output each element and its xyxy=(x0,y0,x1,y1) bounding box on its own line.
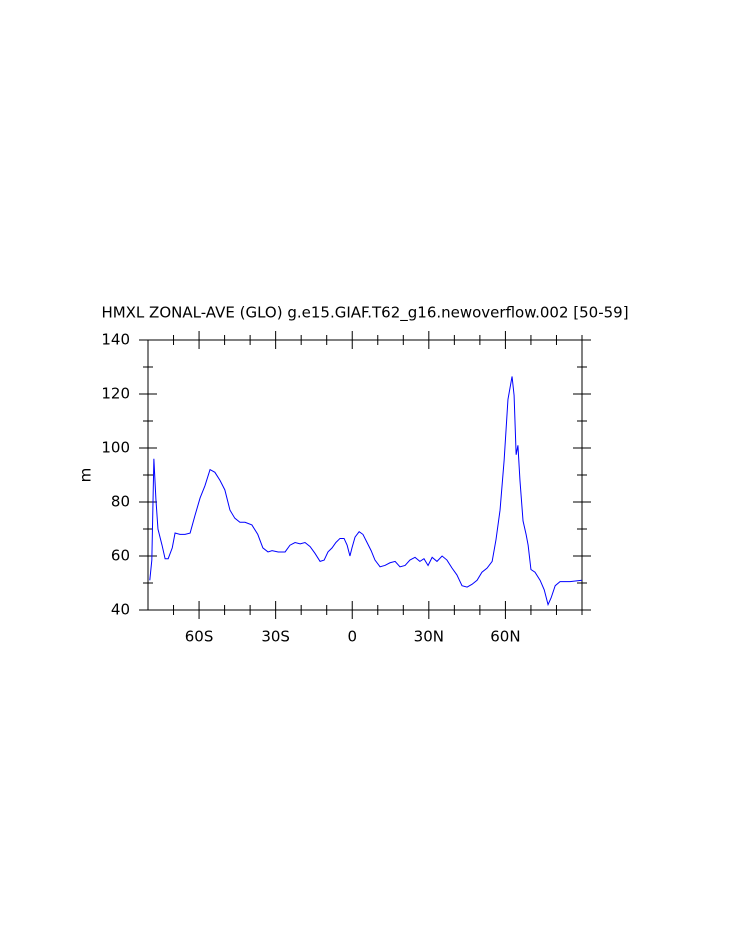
x-tick-label: 0 xyxy=(347,628,357,646)
y-axis-label: m xyxy=(77,468,95,483)
x-tick-label: 60S xyxy=(185,628,214,646)
plot-frame xyxy=(147,339,583,611)
chart-title: HMXL ZONAL-AVE (GLO) g.e15.GIAF.T62_g16.… xyxy=(101,304,628,323)
y-tick-label: 40 xyxy=(111,601,130,619)
x-tick-label: 60N xyxy=(490,628,520,646)
y-tick-label: 120 xyxy=(101,385,130,403)
y-tick-label: 80 xyxy=(111,493,130,511)
y-tick-label: 140 xyxy=(101,331,130,349)
data-line xyxy=(149,376,583,607)
x-tick-label: 30N xyxy=(414,628,444,646)
y-tick-label: 60 xyxy=(111,547,130,565)
y-tick-label: 100 xyxy=(101,439,130,457)
x-tick-label: 30S xyxy=(261,628,290,646)
